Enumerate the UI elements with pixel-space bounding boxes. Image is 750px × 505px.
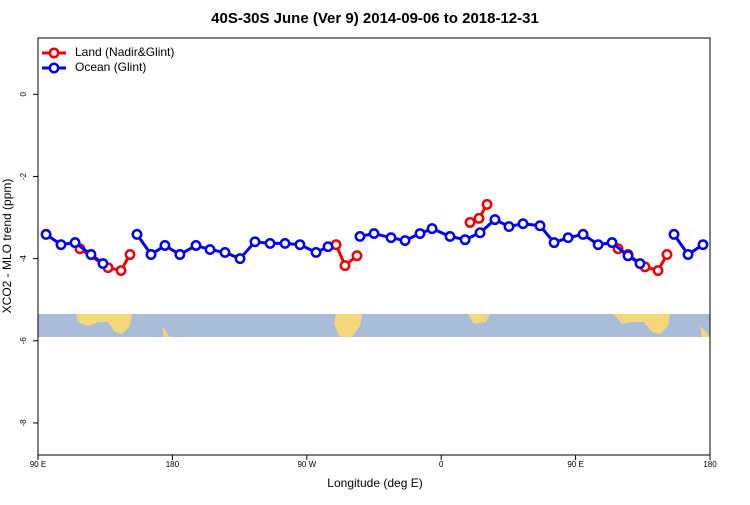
land (76, 314, 132, 334)
data-point (354, 230, 366, 242)
data-point (115, 265, 127, 276)
x-tick-label: 180 (703, 460, 717, 469)
legend-label: Land (Nadir&Glint) (75, 45, 174, 59)
data-point (444, 230, 456, 242)
data-point (234, 253, 246, 265)
data-point (503, 221, 515, 233)
data-point (668, 228, 680, 240)
land (700, 326, 710, 337)
data-point (264, 237, 276, 249)
data-point (69, 237, 81, 249)
data-point (562, 232, 574, 244)
land (614, 314, 670, 334)
data-point (481, 198, 493, 210)
data-point (606, 237, 618, 249)
data-point (339, 260, 351, 272)
data-point (368, 228, 380, 240)
y-tick-label: 0 (19, 92, 28, 97)
data-point (489, 214, 501, 226)
data-point (474, 227, 486, 239)
data-point (577, 228, 589, 240)
legend-marker (48, 47, 60, 59)
x-tick-label: 90 E (567, 460, 583, 469)
data-point (351, 250, 363, 262)
x-tick-label: 180 (166, 460, 180, 469)
land (468, 314, 490, 324)
data-point (124, 249, 136, 260)
legend: Land (Nadir&Glint)Ocean (Glint) (42, 45, 174, 74)
data-point (322, 241, 334, 253)
data-point (145, 249, 157, 260)
data-point (399, 235, 411, 246)
data-point (534, 220, 546, 232)
y-tick-label: -8 (19, 419, 28, 427)
data-point (174, 249, 186, 260)
data-point (697, 239, 709, 251)
data-point (464, 217, 476, 228)
x-tick-label: 90 E (30, 460, 46, 469)
data-point (97, 258, 109, 269)
data-point (279, 237, 291, 249)
ocean-band (38, 314, 710, 337)
plot-frame (37, 37, 711, 456)
y-tick-label: -2 (19, 172, 28, 180)
series (40, 214, 709, 269)
legend-label: Ocean (Glint) (75, 60, 146, 74)
data-point (55, 239, 67, 251)
data-point (652, 265, 664, 276)
data-point (622, 250, 634, 262)
data-point (40, 228, 52, 240)
data-point (159, 240, 171, 251)
data-point (294, 239, 306, 251)
chart-title: 40S-30S June (Ver 9) 2014-09-06 to 2018-… (211, 10, 539, 27)
data-point (85, 249, 97, 260)
data-point (682, 249, 694, 260)
y-tick-label: -6 (19, 337, 28, 345)
x-tick-label: 90 W (297, 460, 316, 469)
land (334, 314, 362, 337)
data-point (473, 212, 485, 224)
data-point (190, 240, 202, 251)
y-tick-label: -4 (19, 255, 28, 263)
data-point (310, 247, 322, 258)
data-point (548, 237, 560, 249)
data-point (426, 223, 438, 235)
data-point (634, 258, 646, 269)
data-point (661, 249, 673, 260)
x-axis-label: Longitude (deg E) (327, 476, 422, 490)
land (162, 326, 170, 337)
data-point (219, 247, 231, 258)
legend-marker (48, 62, 60, 74)
data-point (517, 218, 529, 230)
data-point (414, 228, 426, 240)
data-point (131, 228, 143, 240)
x-tick-label: 0 (439, 460, 444, 469)
data-point (204, 244, 216, 256)
map-strip (38, 314, 710, 337)
data-point (249, 236, 261, 248)
y-axis-label: XCO2 - MLO trend (ppm) (0, 179, 14, 314)
data-point (385, 232, 397, 244)
data-point (592, 239, 604, 251)
data-point (459, 234, 471, 246)
